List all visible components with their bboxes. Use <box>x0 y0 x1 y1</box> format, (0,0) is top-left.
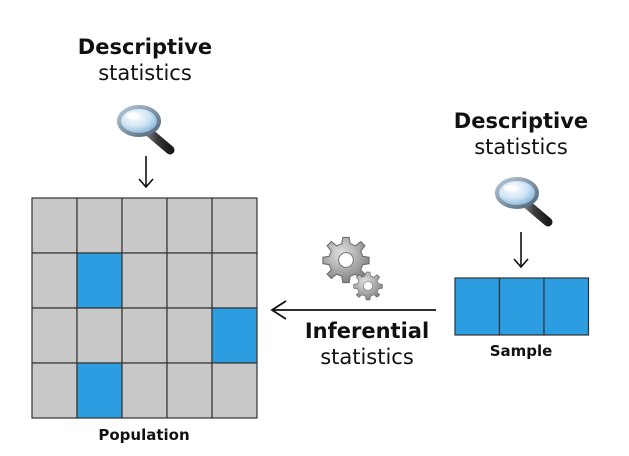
inferential-subtitle: statistics <box>320 345 414 370</box>
population-cell <box>121 252 168 309</box>
population-cell <box>31 252 78 309</box>
population-cell <box>31 197 78 254</box>
population-grid <box>31 197 258 419</box>
population-cell <box>31 362 78 419</box>
sample-caption: Sample <box>489 342 553 360</box>
population-cell <box>121 197 168 254</box>
population-cell <box>166 362 213 419</box>
gears-icon <box>322 236 383 301</box>
population-cell <box>76 197 123 254</box>
population-cell <box>76 307 123 364</box>
population-descriptive-title: Descriptive <box>77 35 213 59</box>
inferential-title: Inferential <box>304 319 430 343</box>
population-cell <box>121 307 168 364</box>
population-cell <box>31 307 78 364</box>
sample-cell <box>498 277 545 336</box>
magnifying-glass-icon <box>497 179 548 222</box>
sample-cell <box>543 277 590 336</box>
population-cell-sampled <box>76 362 123 419</box>
population-descriptive-label: Descriptive statistics <box>60 34 230 87</box>
population-cell-sampled <box>76 252 123 309</box>
population-cell <box>211 252 258 309</box>
sample-strip <box>454 277 590 336</box>
population-cell <box>166 197 213 254</box>
sample-descriptive-title: Descriptive <box>453 109 589 133</box>
population-cell <box>166 307 213 364</box>
population-cell <box>121 362 168 419</box>
population-cell <box>166 252 213 309</box>
sample-descriptive-label: Descriptive statistics <box>436 108 606 161</box>
population-caption: Population <box>98 426 190 444</box>
population-cell <box>211 362 258 419</box>
inference-arrow <box>270 300 436 320</box>
population-down-arrow <box>138 156 154 189</box>
population-descriptive-subtitle: statistics <box>98 61 192 86</box>
population-cell <box>211 197 258 254</box>
magnifying-glass-icon <box>119 107 170 150</box>
sample-descriptive-subtitle: statistics <box>474 135 568 160</box>
inferential-label: Inferential statistics <box>282 318 452 371</box>
sample-cell <box>454 277 501 336</box>
population-cell-sampled <box>211 307 258 364</box>
sample-down-arrow <box>513 232 529 269</box>
